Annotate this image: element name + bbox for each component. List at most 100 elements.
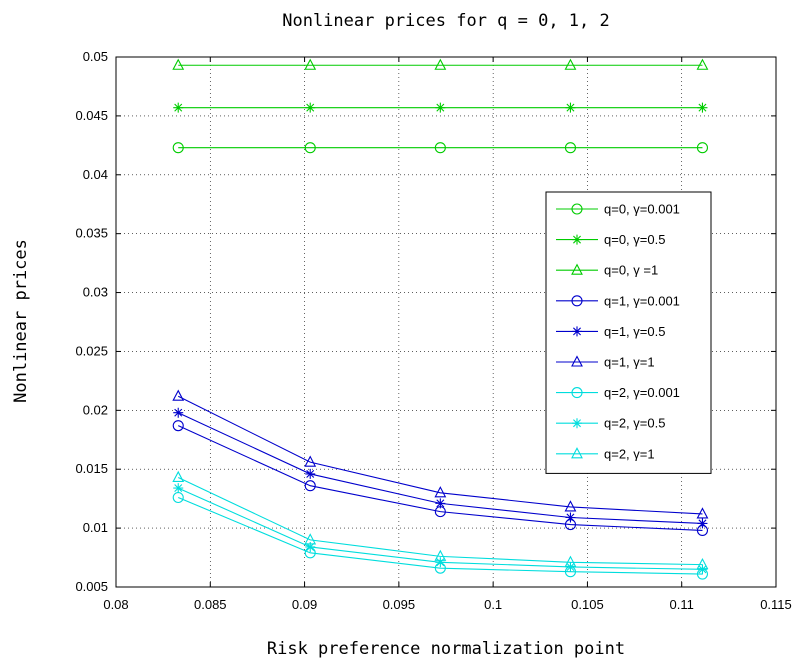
- x-tick-label: 0.08: [103, 597, 128, 612]
- data-point: [564, 142, 577, 154]
- legend-marker: [572, 326, 582, 337]
- data-point: [696, 58, 709, 70]
- legend-entry: q=1, γ=0.5: [556, 324, 665, 339]
- data-point: [565, 102, 576, 113]
- data-point: [305, 468, 316, 479]
- y-tick-label: 0.02: [83, 402, 108, 417]
- x-tick-label: 0.09: [292, 597, 317, 612]
- data-point: [697, 518, 708, 529]
- data-point: [696, 557, 709, 570]
- plot-frame: [115, 56, 777, 588]
- data-point: [696, 142, 709, 154]
- series-line: [177, 476, 703, 566]
- data-point: [696, 507, 709, 519]
- data-point: [172, 470, 185, 483]
- data-point: [305, 541, 316, 552]
- data-point: [172, 142, 184, 154]
- legend-marker: [571, 295, 583, 307]
- data-point: [564, 500, 577, 512]
- legend-marker: [571, 387, 583, 399]
- legend-label: q=2, γ=0.5: [604, 416, 665, 431]
- legend-label: q=2, γ=1: [604, 446, 655, 461]
- data-point: [172, 389, 185, 401]
- legend-marker: [571, 263, 583, 275]
- y-tick-label: 0.03: [83, 285, 108, 300]
- legend-label: q=0, γ =1: [604, 263, 658, 278]
- x-tick-label: 0.085: [194, 597, 227, 612]
- series-line: [177, 395, 703, 515]
- series-8: [173, 483, 708, 575]
- x-tick-label: 0.1: [484, 597, 502, 612]
- legend-entry: q=0, γ =1: [556, 263, 658, 278]
- data-point: [434, 486, 447, 498]
- legend: q=0, γ=0.001 q=0, γ=0.5 q=0, γ =1 q=1, γ=0.…: [545, 191, 712, 474]
- y-tick-label: 0.035: [75, 226, 108, 241]
- data-point: [565, 512, 576, 523]
- legend-entry: q=2, γ=1: [556, 446, 655, 461]
- y-tick-label: 0.045: [75, 108, 108, 123]
- y-tick-label: 0.015: [75, 461, 108, 476]
- series-3: [172, 58, 709, 70]
- x-tick-label: 0.11: [670, 597, 694, 612]
- y-tick-label: 0.05: [83, 49, 108, 64]
- legend-entry: q=0, γ=0.001: [556, 202, 680, 217]
- legend-label: q=1, γ=1: [604, 355, 655, 370]
- legend-marker: [572, 418, 582, 429]
- x-tick-label: 0.105: [571, 597, 604, 612]
- y-tick-label: 0.025: [75, 343, 108, 358]
- series-4: [172, 420, 709, 537]
- series-5: [173, 407, 708, 529]
- x-axis-label: Risk preference normalization point: [267, 639, 625, 659]
- data-point: [304, 455, 317, 467]
- legend-entry: q=2, γ=0.5: [556, 416, 665, 431]
- y-tick-label: 0.04: [83, 167, 108, 182]
- legend-label: q=1, γ=0.001: [604, 293, 680, 308]
- data-point: [565, 561, 576, 572]
- data-point: [434, 549, 447, 561]
- x-tick-label: 0.095: [383, 597, 416, 612]
- data-point: [564, 58, 577, 70]
- data-point: [435, 498, 446, 509]
- data-point: [304, 58, 317, 70]
- series-1: [172, 142, 709, 154]
- series-group: [172, 58, 709, 580]
- series-9: [172, 470, 709, 570]
- axes: 0.08 0.085 0.09 0.095 0.1 0.105 0.11 0.115 0.005…: [75, 49, 791, 612]
- data-point: [173, 407, 184, 418]
- data-point: [564, 555, 577, 567]
- data-point: [434, 58, 447, 70]
- data-point: [305, 102, 316, 113]
- legend-label: q=0, γ=0.001: [604, 202, 680, 217]
- legend-label: q=1, γ=0.5: [604, 324, 665, 339]
- data-point: [304, 142, 316, 154]
- x-tick-label: 0.115: [760, 597, 792, 612]
- chart-title: Nonlinear prices for q = 0, 1, 2: [282, 11, 610, 31]
- legend-entry: q=0, γ=0.5: [556, 232, 665, 247]
- legend-marker: [571, 203, 583, 215]
- data-point: [172, 58, 185, 70]
- legend-entry: q=2, γ=0.001: [556, 385, 680, 400]
- legend-entry: q=1, γ=1: [556, 355, 655, 370]
- series-line: [178, 496, 703, 575]
- data-point: [304, 480, 316, 492]
- series-6: [172, 389, 709, 519]
- data-point: [172, 420, 184, 432]
- data-point: [173, 483, 184, 494]
- y-axis-label: Nonlinear prices: [11, 239, 31, 403]
- legend-marker: [571, 355, 583, 367]
- data-point: [173, 102, 184, 113]
- legend-entry: q=1, γ=0.001: [556, 293, 680, 308]
- y-tick-label: 0.01: [83, 520, 108, 535]
- data-point: [435, 102, 446, 113]
- data-point: [304, 533, 317, 545]
- y-tick-label: 0.005: [75, 579, 108, 594]
- series-2: [173, 102, 708, 113]
- data-point: [697, 102, 708, 113]
- series-line: [178, 425, 703, 532]
- data-point: [434, 142, 446, 154]
- legend-marker: [571, 447, 583, 459]
- data-point: [697, 564, 708, 575]
- legend-label: q=2, γ=0.001: [604, 385, 680, 400]
- legend-marker: [572, 234, 582, 245]
